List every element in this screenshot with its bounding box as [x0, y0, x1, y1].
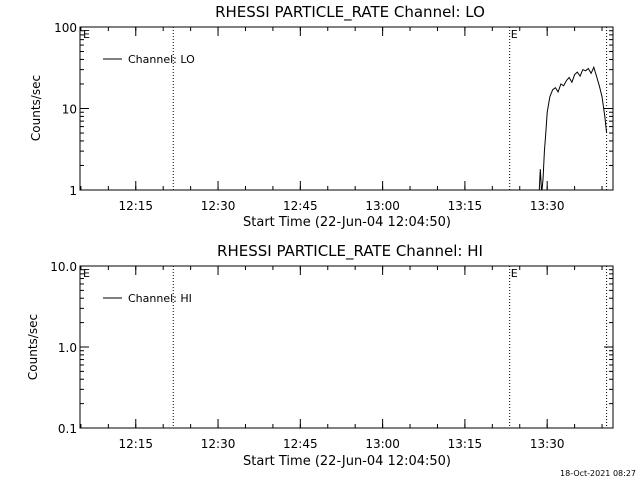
- x-tick-label: 12:15: [118, 199, 153, 213]
- y-tick-label: 1: [69, 184, 77, 198]
- y-tick-label: 10.0: [50, 260, 77, 274]
- x-tick-label: 13:00: [365, 437, 400, 451]
- panel-lo-plot-frame: [79, 26, 614, 191]
- panel-lo-title: RHESSI PARTICLE_RATE Channel: LO: [215, 3, 485, 22]
- y-tick-label: 1.0: [58, 341, 77, 355]
- panel-lo-legend-label: Channel: LO: [128, 53, 195, 66]
- panel-lo-x-ticks: 12:15 12:30 12:45 13:00 13:15 13:30: [80, 27, 603, 213]
- panel-hi-vertical-markers: E: [172, 266, 608, 428]
- panel-hi-legend: Channel: HI: [103, 292, 192, 305]
- x-tick-label: 13:30: [530, 437, 565, 451]
- panel-lo-y-ticks: 1 10 100: [54, 21, 613, 198]
- x-tick-label: 13:30: [530, 199, 565, 213]
- x-tick-label: 12:30: [201, 437, 236, 451]
- x-tick-label: 13:15: [448, 437, 483, 451]
- y-tick-label: 0.1: [58, 422, 77, 436]
- panel-lo-vertical-markers: E: [172, 27, 608, 190]
- panel-hi-legend-label: Channel: HI: [128, 292, 192, 305]
- panel-lo: RHESSI PARTICLE_RATE Channel: LO Counts/…: [29, 3, 614, 230]
- panel-hi-plot-frame: [79, 265, 614, 429]
- panel-hi-y-axis-label: Counts/sec: [26, 314, 40, 380]
- panel-lo-legend: Channel: LO: [103, 53, 195, 66]
- panel-hi-corner-flag: E: [83, 267, 90, 280]
- panel-hi: RHESSI PARTICLE_RATE Channel: HI Counts/…: [26, 242, 614, 469]
- panel-hi-title: RHESSI PARTICLE_RATE Channel: HI: [217, 242, 483, 261]
- time-marker-label: E: [511, 28, 518, 41]
- panel-hi-x-ticks: 12:15 12:30 12:45 13:00 13:15 13:30: [80, 266, 603, 451]
- x-tick-label: 13:15: [448, 199, 483, 213]
- x-tick-label: 12:45: [283, 437, 318, 451]
- y-tick-label: 10: [62, 103, 77, 117]
- footer-timestamp: 18-Oct-2021 08:27: [560, 469, 636, 478]
- y-tick-label: 100: [54, 21, 77, 35]
- series-line: [538, 65, 608, 190]
- x-tick-label: 12:15: [118, 437, 153, 451]
- panel-lo-series-channel-lo: [538, 65, 608, 190]
- x-tick-label: 12:45: [283, 199, 318, 213]
- x-tick-label: 12:30: [201, 199, 236, 213]
- panel-hi-x-axis-label: Start Time (22-Jun-04 12:04:50): [243, 454, 451, 469]
- x-tick-label: 13:00: [365, 199, 400, 213]
- panel-lo-x-axis-label: Start Time (22-Jun-04 12:04:50): [243, 215, 451, 230]
- panel-lo-y-axis-label: Counts/sec: [29, 75, 43, 141]
- time-marker-label: E: [511, 267, 518, 280]
- panel-hi-y-ticks: 0.1 1.0 10.0: [50, 260, 613, 436]
- panel-lo-corner-flag: E: [83, 28, 90, 41]
